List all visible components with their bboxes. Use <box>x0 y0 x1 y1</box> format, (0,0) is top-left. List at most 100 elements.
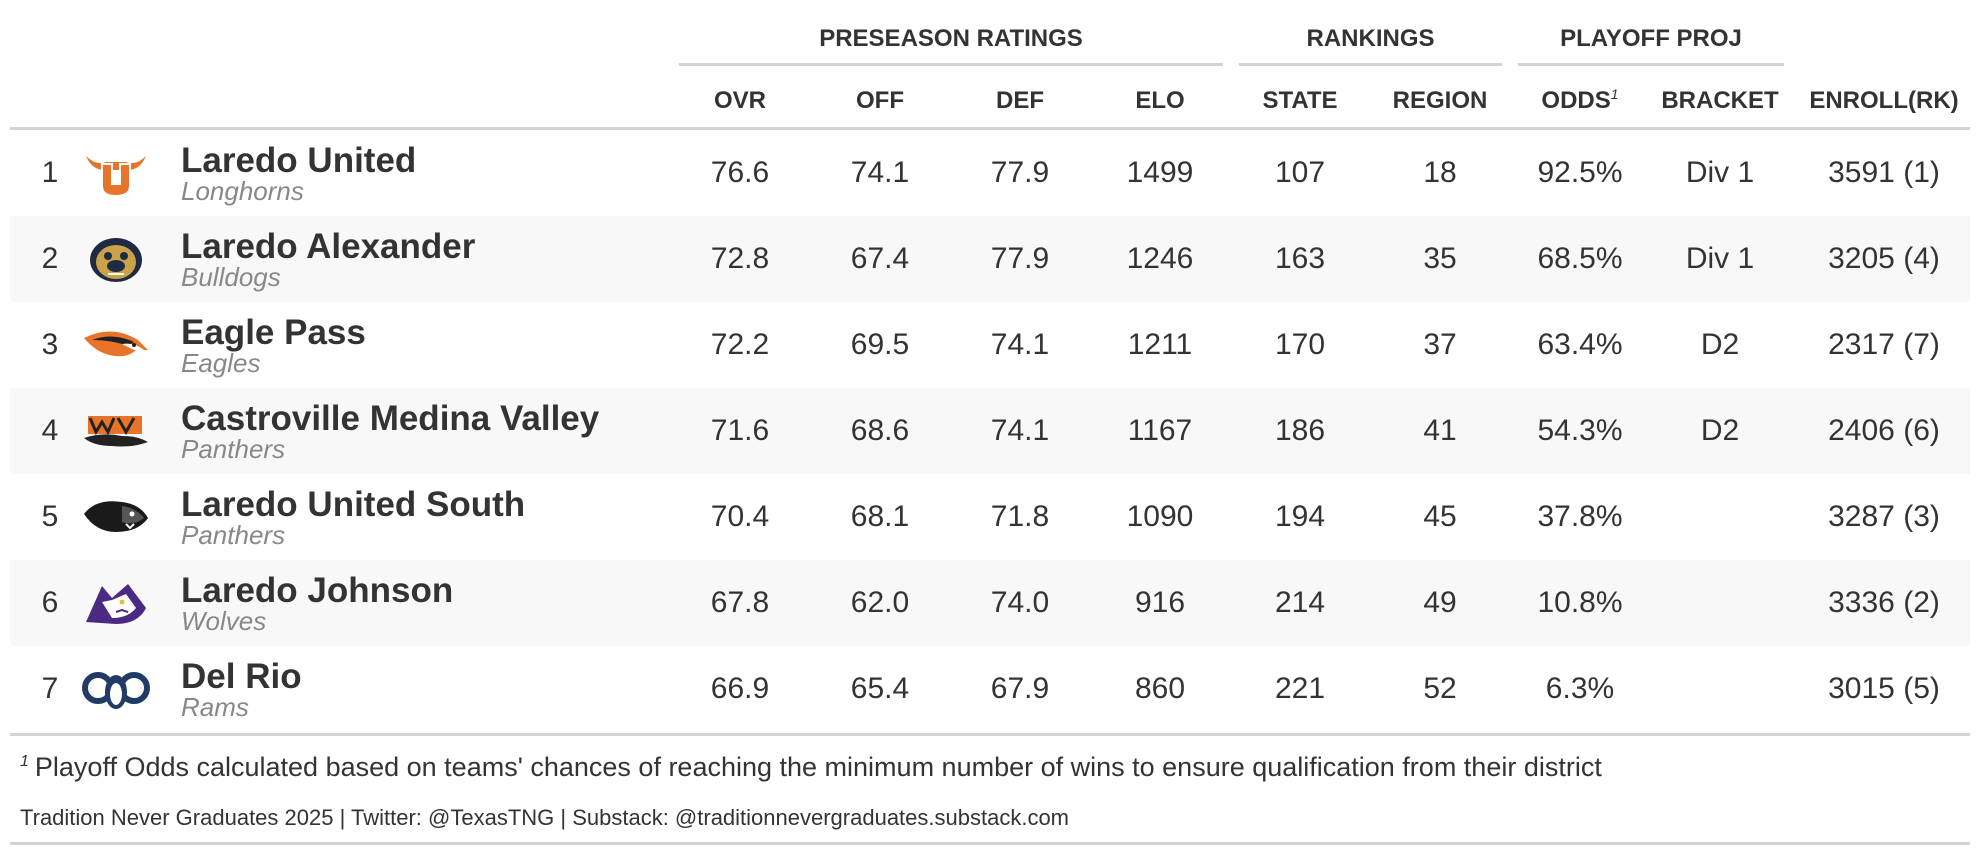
cell-enroll: 2317 (7) <box>1828 328 1940 361</box>
cell-region: 41 <box>1423 414 1457 447</box>
cell-rank: 4 <box>41 414 59 447</box>
cell-elo: 1090 <box>1126 500 1194 533</box>
team-mascot: Bulldogs <box>181 262 281 292</box>
team-name: Laredo United <box>181 141 417 180</box>
medina-valley-panthers-logo <box>82 406 150 456</box>
team-mascot: Wolves <box>181 606 267 636</box>
cell-region: 45 <box>1423 500 1457 533</box>
cell-ovr: 71.6 <box>710 414 770 447</box>
footnote-text: Playoff Odds calculated based on teams' … <box>34 752 1602 782</box>
cell-ovr: 66.9 <box>710 672 770 705</box>
cell-def: 77.9 <box>990 156 1050 189</box>
team-mascot: Panthers <box>181 520 286 550</box>
cell-elo: 1211 <box>1127 328 1193 361</box>
footer-rule <box>10 842 1970 845</box>
cell-off: 74.1 <box>850 156 910 189</box>
laredo-united-longhorns-logo <box>82 148 150 198</box>
header-rule <box>10 127 1970 130</box>
table-row: 1 Laredo United Longhorns 76.6 74.1 77.9 1499 1… <box>10 130 1970 216</box>
cell-elo: 1246 <box>1126 242 1194 275</box>
table-row: 5 Laredo United South Panthers 70.4 68.1 71.8… <box>10 474 1970 560</box>
team-name: Laredo United South <box>181 485 526 524</box>
team-name: Del Rio <box>181 657 302 696</box>
cell-region: 37 <box>1423 328 1457 361</box>
team-block: Laredo Alexander Bulldogs <box>181 228 475 292</box>
cell-def: 74.1 <box>990 328 1050 361</box>
team-block: Laredo United Longhorns <box>181 141 417 205</box>
cell-enroll: 3205 (4) <box>1828 242 1940 275</box>
cell-odds: 6.3% <box>1545 672 1615 705</box>
team-mascot: Rams <box>181 692 249 722</box>
team-block: Del Rio Rams <box>181 657 302 722</box>
cell-state: 170 <box>1274 328 1326 361</box>
cell-region: 52 <box>1423 672 1457 705</box>
cell-state: 107 <box>1274 156 1326 189</box>
table-bottom-rule <box>10 733 1970 736</box>
team-name: Laredo Johnson <box>181 571 454 610</box>
del-rio-rams-logo <box>82 664 150 714</box>
spanner-rule <box>1518 63 1784 66</box>
cell-ovr: 67.8 <box>710 586 770 619</box>
cell-region: 18 <box>1423 156 1457 189</box>
cell-ovr: 70.4 <box>710 500 770 533</box>
cell-rank: 1 <box>41 156 59 189</box>
cell-enroll: 3015 (5) <box>1828 672 1940 705</box>
cell-def: 67.9 <box>990 672 1050 705</box>
cell-bracket <box>1656 560 1784 646</box>
col-header-off: OFF <box>856 87 904 114</box>
col-header-state: STATE <box>1262 87 1338 114</box>
col-header-odds: ODDS1 <box>1520 82 1640 120</box>
cell-region: 49 <box>1423 586 1457 619</box>
cell-enroll: 2406 (6) <box>1828 414 1940 447</box>
cell-rank: 5 <box>41 500 59 533</box>
cell-def: 71.8 <box>990 500 1050 533</box>
spanner-label: PLAYOFF PROJ <box>1560 25 1742 52</box>
team-block: Laredo Johnson Wolves <box>181 571 454 636</box>
cell-odds: 92.5% <box>1537 156 1623 189</box>
eagle-pass-eagles-logo <box>82 320 150 370</box>
source-note: Tradition Never Graduates 2025 | Twitter… <box>20 805 1070 830</box>
table-row: 6 Laredo Johnson Wolves 67.8 62.0 74.0 916 214 4… <box>10 560 1970 646</box>
footnote: 1 Playoff Odds calculated based on teams'… <box>20 752 1602 783</box>
united-south-panthers-logo <box>82 492 150 542</box>
cell-off: 69.5 <box>850 328 910 361</box>
cell-state: 163 <box>1274 242 1326 275</box>
table-row: 4 Castroville Medina Valley Panthers 71.6 68… <box>10 388 1970 474</box>
cell-rank: 7 <box>41 672 59 705</box>
cell-off: 65.4 <box>850 672 910 705</box>
cell-state: 186 <box>1274 414 1326 447</box>
team-block: Castroville Medina Valley Panthers <box>181 399 600 463</box>
cell-bracket <box>1656 474 1784 560</box>
spanner-rule <box>1239 63 1502 66</box>
team-name: Eagle Pass <box>181 313 366 352</box>
laredo-alexander-bulldogs-logo <box>82 234 150 284</box>
cell-enroll: 3336 (2) <box>1828 586 1940 619</box>
table-row: 3 Eagle Pass Eagles 72.2 69.5 74.1 1211 170 37 63… <box>10 302 1970 388</box>
cell-elo: 916 <box>1134 586 1186 619</box>
table-row: 2 Laredo Alexander Bulldogs 72.8 67.4 77.9 124… <box>10 216 1970 302</box>
spanner-playoff-proj: PLAYOFF PROJ <box>1518 20 1784 66</box>
cell-odds: 37.8% <box>1537 500 1623 533</box>
cell-off: 68.6 <box>850 414 910 447</box>
laredo-johnson-wolves-logo <box>82 578 150 628</box>
cell-bracket <box>1656 646 1784 732</box>
cell-ovr: 72.2 <box>710 328 770 361</box>
cell-elo: 860 <box>1134 672 1186 705</box>
spanner-label: PRESEASON RATINGS <box>819 25 1083 52</box>
team-mascot: Eagles <box>181 348 261 378</box>
cell-ovr: 72.8 <box>710 242 770 275</box>
cell-state: 214 <box>1274 586 1326 619</box>
spanner-rankings: RANKINGS <box>1239 20 1502 66</box>
cell-odds: 54.3% <box>1537 414 1623 447</box>
col-header-bracket: BRACKET <box>1661 87 1779 114</box>
spanner-preseason-ratings: PRESEASON RATINGS <box>679 20 1223 66</box>
cell-def: 77.9 <box>990 242 1050 275</box>
cell-rank: 6 <box>41 586 59 619</box>
team-name: Castroville Medina Valley <box>181 399 600 438</box>
cell-ovr: 76.6 <box>710 156 770 189</box>
col-header-enroll: ENROLL(RK) <box>1809 87 1959 114</box>
footnote-marker: 1 <box>1610 86 1619 102</box>
cell-enroll: 3591 (1) <box>1828 156 1940 189</box>
col-header-ovr: OVR <box>713 87 766 114</box>
